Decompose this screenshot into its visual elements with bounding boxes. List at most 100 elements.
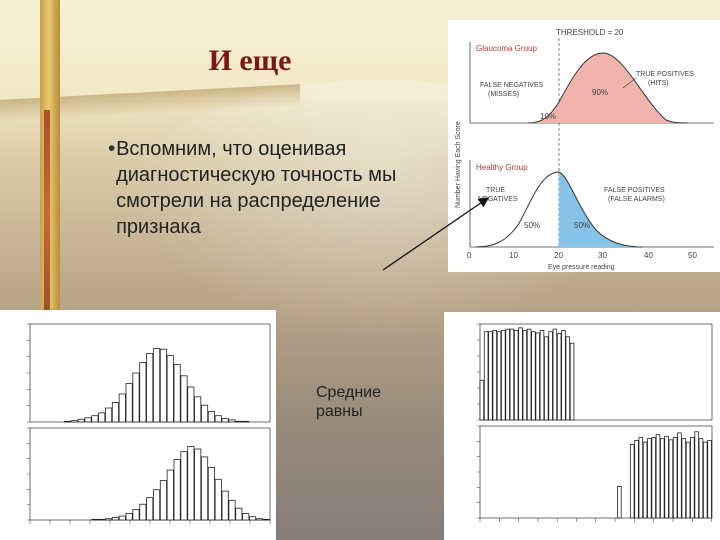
histogram-bar (125, 513, 133, 521)
histogram-bar (207, 467, 215, 521)
x-tick-40: 40 (644, 251, 653, 260)
histogram-bar (125, 383, 133, 423)
histogram-bar (255, 518, 263, 521)
histogram-bar (139, 503, 147, 521)
histogram-bar (262, 518, 270, 521)
histogram-bar (694, 431, 699, 519)
means-equal-label: Средние равны (316, 383, 381, 421)
histogram-bar (194, 396, 202, 423)
false-positives-label-2: (FALSE ALARMS) (608, 196, 665, 203)
y-axis-label: Number Having Each Score (455, 121, 462, 208)
histogram-bar (501, 329, 506, 421)
histogram-bar (681, 438, 687, 519)
x-axis-label: Eye pressure reading (548, 264, 615, 271)
histogram-bar (552, 328, 558, 421)
histogram-bar (488, 331, 493, 421)
healthy-curve (475, 171, 644, 248)
histogram-bar (146, 353, 154, 423)
histogram-bar (569, 342, 575, 421)
histogram-bar (235, 507, 243, 521)
threshold-label: THRESHOLD = 20 (556, 28, 624, 37)
histogram-bar (214, 478, 222, 521)
pct-top-right: 90% (592, 88, 608, 97)
histogram-bar (526, 328, 532, 421)
histogram-bar (531, 331, 536, 421)
histogram-bar (187, 386, 195, 423)
histogram-bar (221, 418, 229, 423)
histogram-bar (194, 448, 202, 521)
histogram-bar (118, 393, 126, 423)
histogram-bar (565, 336, 571, 421)
histogram-bar (166, 355, 174, 423)
histogram-bar (235, 420, 243, 423)
histogram-bar (207, 411, 215, 423)
histogram-bar (132, 509, 140, 521)
histogram-bar (707, 439, 712, 519)
pct-top-left: 10% (540, 112, 556, 121)
histogram-bar (91, 518, 99, 521)
true-positives-label-1: TRUE POSITIVES (636, 71, 694, 78)
bottom-group-label: Healthy Group (476, 163, 528, 172)
histogram-bar (690, 437, 695, 519)
histogram-bar (677, 432, 682, 519)
histogram-bar (617, 485, 622, 519)
histogram-bar (159, 480, 167, 521)
histogram-bar (698, 438, 704, 519)
glaucoma-figure: THRESHOLD = 20 Number Having Each Score … (448, 20, 720, 272)
histogram-bar (105, 518, 113, 521)
histogram-bar (561, 329, 566, 421)
histogram-bar (77, 418, 85, 423)
histogram-bar (173, 459, 181, 521)
histogram-panel-right (444, 312, 720, 540)
bullet-item: • Вспомним, что оценивая диагностическую… (108, 136, 438, 240)
x-tick-30: 30 (598, 251, 607, 260)
histogram-bar (496, 331, 502, 421)
histogram-bar (556, 333, 562, 421)
top-group-label: Glaucoma Group (476, 44, 537, 53)
false-positives-label-1: FALSE POSITIVES (604, 187, 665, 194)
histogram-bar (91, 415, 99, 423)
true-positives-label-2: (HITS) (648, 80, 669, 87)
histogram-bar (668, 439, 674, 519)
healthy-right-fill (559, 172, 643, 247)
histogram-bar (522, 329, 528, 421)
bullet-list: • Вспомним, что оценивая диагностическую… (108, 136, 438, 240)
histogram-bar (63, 420, 71, 423)
histogram-bar (228, 419, 236, 423)
histogram-bar (159, 348, 167, 423)
histogram-bar (483, 331, 489, 421)
true-negatives-label-2: NEGATIVES (478, 196, 518, 203)
histogram-bar (242, 420, 250, 423)
histogram-bar (492, 329, 497, 421)
histogram-bar (685, 441, 691, 519)
histogram-bar (509, 328, 515, 421)
histogram-bar (249, 516, 257, 521)
histogram-bar (118, 515, 126, 521)
histogram-bar (544, 336, 549, 421)
histogram-bar (201, 456, 209, 521)
histogram-bar (539, 329, 545, 421)
false-negatives-label-2: (MISSES) (488, 91, 519, 98)
histogram-bar (638, 437, 644, 519)
histogram-bar (153, 348, 161, 423)
histogram-bar (180, 375, 188, 423)
histogram-bar (214, 415, 222, 423)
true-negatives-label-1: TRUE (486, 187, 505, 194)
histogram-bar (655, 434, 661, 519)
histogram-bar (98, 412, 106, 423)
histogram-bar (153, 489, 161, 521)
histogram-bar (660, 438, 665, 519)
histogram-bar (634, 439, 639, 519)
histogram-bar (479, 379, 485, 421)
glaucoma-left-fill (528, 102, 559, 123)
bullet-glyph: • (108, 137, 116, 160)
histogram-bar (664, 435, 669, 519)
bullet-text: Вспомним, что оценивая диагностическую т… (116, 138, 397, 238)
histogram-bar (146, 497, 154, 521)
histogram-bar (201, 404, 209, 423)
true-positives-pointer (622, 77, 637, 89)
x-tick-10: 10 (509, 251, 518, 260)
histogram-bar (132, 372, 140, 423)
x-tick-0: 0 (467, 251, 472, 260)
pct-bottom-right: 50% (574, 221, 590, 230)
